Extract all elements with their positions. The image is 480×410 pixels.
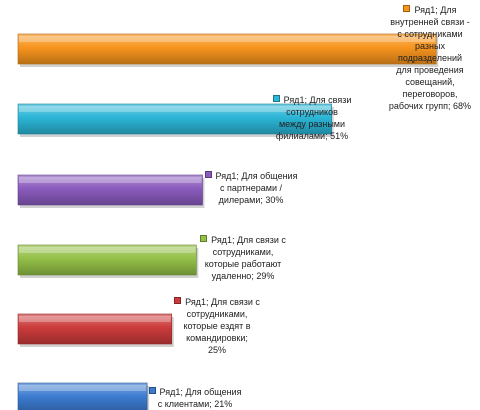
data-label-text: командировки; [186, 333, 248, 343]
data-label-1: Ряд1; Для внутренней связи - с сотрудникам… [378, 4, 480, 112]
data-label-text: которые ездят в [183, 321, 251, 331]
data-label-text: с партнерами / [219, 183, 282, 193]
data-label-text: филиалами; 51% [275, 131, 349, 141]
bar-highlight [19, 385, 147, 391]
data-label-text: рабочих групп; 68% [388, 101, 472, 111]
bar-6 [17, 382, 148, 410]
data-label-line: Ряд1; Для связи с [188, 234, 298, 246]
legend-key-marker [272, 95, 280, 102]
bar-5 [17, 313, 173, 345]
data-label-line: внутренней связи - [378, 16, 480, 28]
data-label-text: сотрудниками, [186, 309, 248, 319]
data-label-text: которые работают [204, 259, 282, 269]
data-label-line: сотрудниками, [188, 246, 298, 258]
data-label-line: командировки; [166, 332, 268, 344]
data-label-line: Ряд1; Для связи с [166, 296, 268, 308]
bar-4 [17, 244, 197, 276]
data-label-line: переговоров, [378, 88, 480, 100]
data-label-text: Ряд1; Для связи с [185, 297, 260, 307]
bar-1 [17, 33, 437, 65]
data-label-text: с клиентами; 21% [157, 399, 233, 409]
data-label-line: 25% [166, 344, 268, 356]
bars-layer [17, 33, 439, 410]
data-label-5: Ряд1; Для связи с сотрудниками, которые ез… [166, 296, 268, 356]
data-label-line: филиалами; 51% [262, 130, 362, 142]
bar-highlight [19, 247, 196, 253]
data-label-line: сотрудников [262, 106, 362, 118]
data-label-text: подразделений [397, 53, 462, 63]
data-label-text: Ряд1; Для связи [283, 95, 352, 105]
data-label-text: сотрудниками, [212, 247, 274, 257]
data-label-line: с клиентами; 21% [144, 398, 246, 410]
data-label-text: переговоров, [402, 89, 458, 99]
bar-3 [17, 174, 203, 206]
data-label-6: Ряд1; Для общения с клиентами; 21% [144, 386, 246, 410]
data-label-text: совещаний, [405, 77, 455, 87]
data-label-text: Ряд1; Для связи с [211, 235, 286, 245]
data-label-text: между разными [278, 119, 346, 129]
data-label-line: Ряд1; Для общения [196, 170, 306, 182]
legend-key-marker [148, 387, 156, 394]
data-label-text: удаленно; 29% [211, 271, 275, 281]
data-label-line: Ряд1; Для общения [144, 386, 246, 398]
data-label-text: с сотрудниками [397, 29, 463, 39]
data-label-line: подразделений [378, 52, 480, 64]
bar-highlight [19, 106, 331, 112]
data-label-line: дилерами; 30% [196, 194, 306, 206]
data-label-line: которые работают [188, 258, 298, 270]
data-label-text: 25% [207, 345, 226, 355]
data-label-line: с партнерами / [196, 182, 306, 194]
data-label-line: Ряд1; Для [378, 4, 480, 16]
data-label-text: Ряд1; Для общения [159, 387, 242, 397]
legend-key-marker [204, 171, 212, 178]
data-label-text: Ряд1; Для общения [215, 171, 298, 181]
data-label-line: между разными [262, 118, 362, 130]
data-label-text: внутренней связи - [390, 17, 470, 27]
data-label-line: Ряд1; Для связи [262, 94, 362, 106]
bar-2 [17, 103, 332, 135]
data-label-4: Ряд1; Для связи с сотрудниками, которые ра… [188, 234, 298, 282]
data-label-line: сотрудниками, [166, 308, 268, 320]
legend-key-marker [174, 297, 182, 304]
data-label-text: разных [415, 41, 445, 51]
data-label-line: удаленно; 29% [188, 270, 298, 282]
bar-highlight [19, 177, 202, 183]
data-label-line: рабочих групп; 68% [378, 100, 480, 112]
data-label-3: Ряд1; Для общения с партнерами / дилерами;… [196, 170, 306, 206]
bar-highlight [19, 316, 171, 322]
legend-key-marker [200, 235, 208, 242]
data-label-line: разных [378, 40, 480, 52]
data-label-text: дилерами; 30% [218, 195, 284, 205]
data-label-text: Ряд1; Для [414, 5, 457, 15]
data-label-text: сотрудников [286, 107, 338, 117]
legend-key-marker [403, 5, 411, 12]
data-label-line: совещаний, [378, 76, 480, 88]
data-label-line: которые ездят в [166, 320, 268, 332]
data-label-line: с сотрудниками [378, 28, 480, 40]
data-label-line: для проведения [378, 64, 480, 76]
bar-highlight [19, 36, 436, 42]
data-label-text: для проведения [396, 65, 464, 75]
data-label-2: Ряд1; Для связи сотрудников между разными ф… [262, 94, 362, 142]
